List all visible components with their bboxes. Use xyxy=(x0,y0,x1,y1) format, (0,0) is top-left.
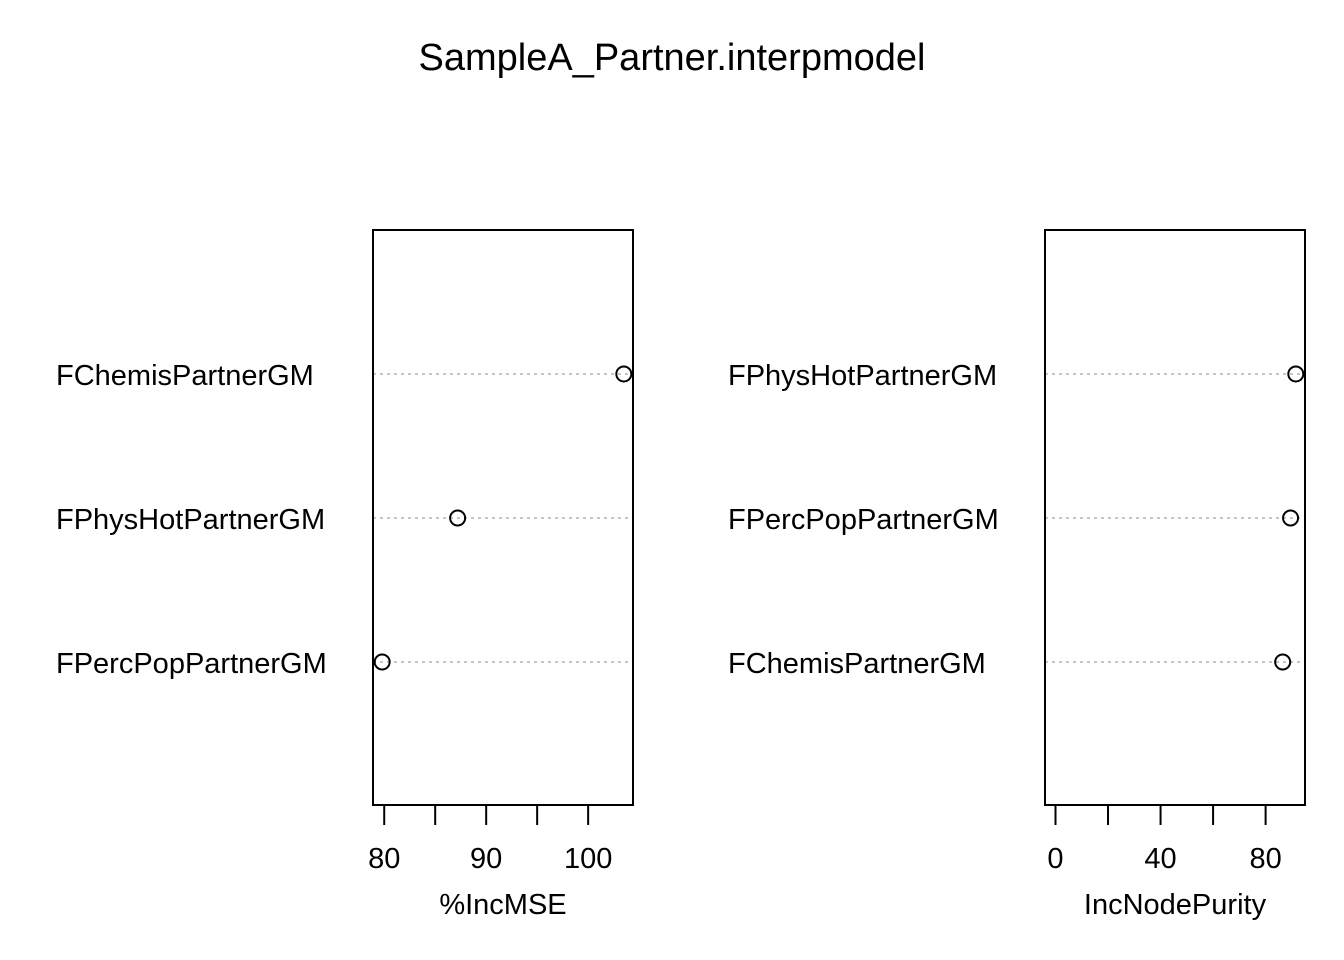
category-label: FChemisPartnerGM xyxy=(728,648,986,680)
category-label: FPhysHotPartnerGM xyxy=(56,504,325,536)
x-tick-label: 0 xyxy=(1047,843,1063,875)
x-axis-label: %IncMSE xyxy=(439,889,566,921)
panels: FChemisPartnerGM FPhysHotPartnerGM FPercPo… xyxy=(56,229,1306,921)
x-axis-label: IncNodePurity xyxy=(1084,889,1267,921)
category-label: FPercPopPartnerGM xyxy=(56,648,327,680)
category-label: FChemisPartnerGM xyxy=(56,360,314,392)
category-label: FPercPopPartnerGM xyxy=(728,504,999,536)
x-tick-label: 40 xyxy=(1144,843,1176,875)
plot-frame xyxy=(372,229,634,806)
data-point xyxy=(615,365,633,383)
x-tick-label: 90 xyxy=(470,843,502,875)
plot-frame xyxy=(1044,229,1306,806)
data-point xyxy=(449,509,467,527)
x-tick-label: 100 xyxy=(564,843,612,875)
x-tick-label: 80 xyxy=(368,843,400,875)
data-point xyxy=(1287,365,1305,383)
category-label: FPhysHotPartnerGM xyxy=(728,360,997,392)
chart-title: SampleA_Partner.interpmodel xyxy=(419,37,926,79)
data-point xyxy=(373,653,391,671)
panel-2: FPhysHotPartnerGM FPercPopPartnerGM FChemi… xyxy=(728,229,1306,921)
panel-1: FChemisPartnerGM FPhysHotPartnerGM FPercPo… xyxy=(56,229,634,921)
data-point xyxy=(1274,653,1292,671)
x-tick-label: 80 xyxy=(1249,843,1281,875)
data-point xyxy=(1282,509,1300,527)
